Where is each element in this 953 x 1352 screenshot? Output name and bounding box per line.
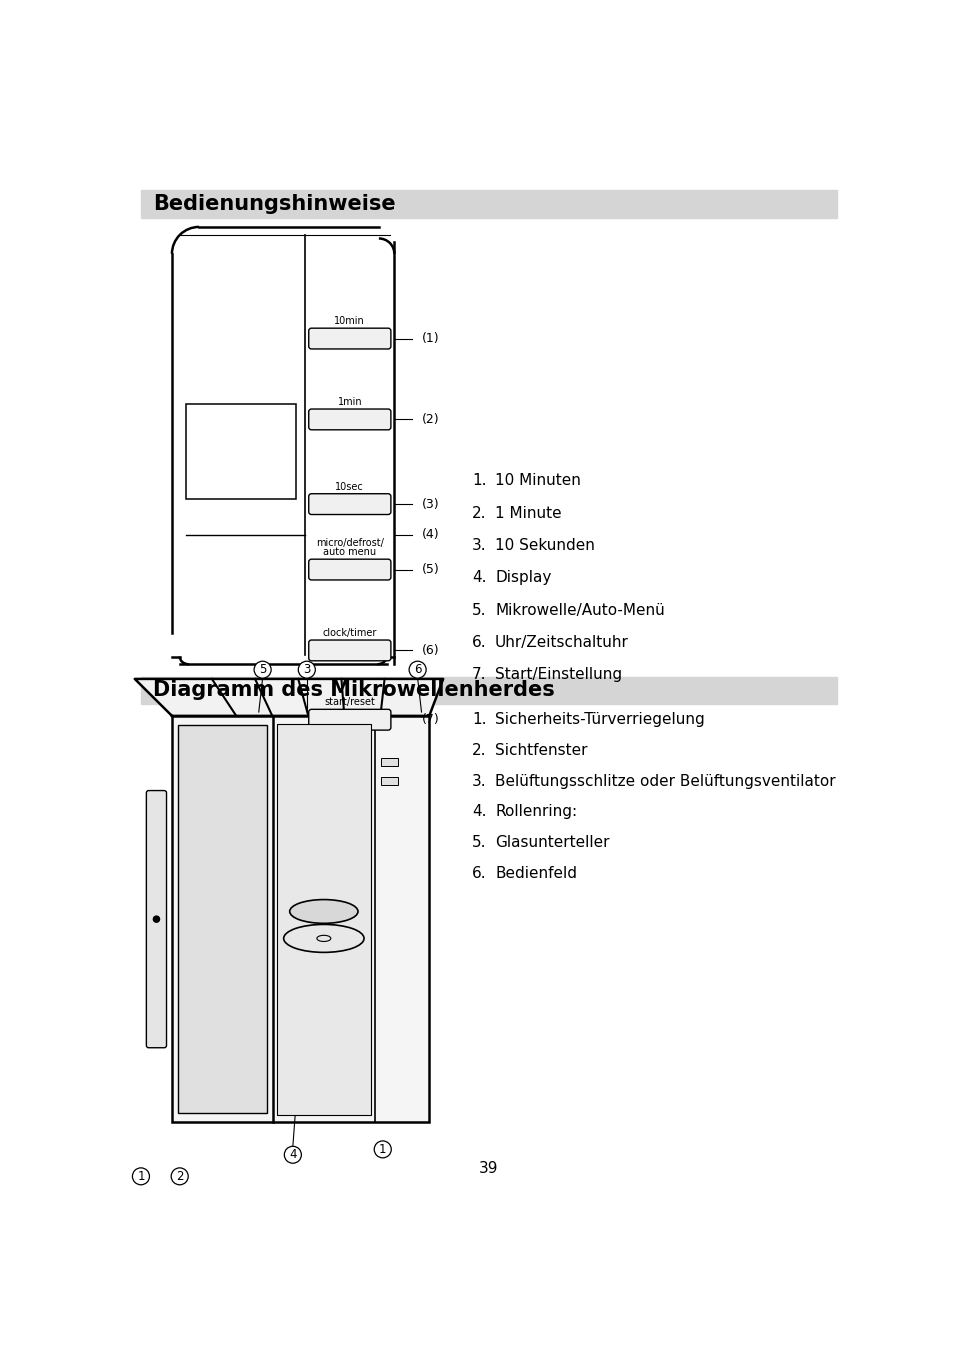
Text: 10 Sekunden: 10 Sekunden bbox=[495, 538, 595, 553]
Text: 10sec: 10sec bbox=[335, 481, 364, 492]
Text: Belüftungsschlitze oder Belüftungsventilator: Belüftungsschlitze oder Belüftungsventil… bbox=[495, 773, 835, 788]
Circle shape bbox=[374, 1141, 391, 1157]
FancyBboxPatch shape bbox=[309, 410, 391, 430]
Text: Mikrowelle/Auto-Menü: Mikrowelle/Auto-Menü bbox=[495, 603, 664, 618]
Text: 2.: 2. bbox=[472, 506, 486, 521]
Text: (3): (3) bbox=[421, 498, 438, 511]
Text: Diagramm des Mikrowellenherdes: Diagramm des Mikrowellenherdes bbox=[153, 680, 555, 700]
Circle shape bbox=[284, 1146, 301, 1163]
Bar bbox=[381, 758, 397, 767]
Text: (6): (6) bbox=[421, 644, 438, 657]
Circle shape bbox=[253, 661, 271, 679]
Bar bbox=[141, 676, 836, 704]
Text: 4.: 4. bbox=[472, 804, 486, 819]
Text: Glasunterteller: Glasunterteller bbox=[495, 836, 609, 850]
Text: 2: 2 bbox=[175, 1169, 183, 1183]
Polygon shape bbox=[134, 679, 443, 715]
Text: Uhr/Zeitschaltuhr: Uhr/Zeitschaltuhr bbox=[495, 635, 628, 650]
Text: 4.: 4. bbox=[472, 571, 486, 585]
Text: 1.: 1. bbox=[472, 473, 486, 488]
FancyBboxPatch shape bbox=[309, 329, 391, 349]
Text: (7): (7) bbox=[421, 714, 438, 726]
Text: Sicherheits-Türverriegelung: Sicherheits-Türverriegelung bbox=[495, 713, 704, 727]
Bar bbox=[276, 723, 371, 1115]
Text: 5: 5 bbox=[258, 664, 266, 676]
Text: 4: 4 bbox=[289, 1148, 296, 1161]
Text: Display: Display bbox=[495, 571, 551, 585]
Text: 10 Minuten: 10 Minuten bbox=[495, 473, 580, 488]
Text: 1 Minute: 1 Minute bbox=[495, 506, 561, 521]
Text: Rollenring:: Rollenring: bbox=[495, 804, 577, 819]
FancyBboxPatch shape bbox=[309, 560, 391, 580]
Text: clock/timer: clock/timer bbox=[322, 629, 376, 638]
Circle shape bbox=[132, 1168, 150, 1184]
Text: 1.: 1. bbox=[472, 713, 486, 727]
Text: (4): (4) bbox=[421, 529, 438, 541]
Circle shape bbox=[171, 1168, 188, 1184]
Bar bbox=[381, 777, 397, 786]
Text: 3.: 3. bbox=[472, 773, 486, 788]
Text: Start/Einstellung: Start/Einstellung bbox=[495, 668, 621, 683]
Text: 10min: 10min bbox=[335, 316, 365, 326]
Text: start/reset: start/reset bbox=[324, 698, 375, 707]
Text: (5): (5) bbox=[421, 562, 438, 576]
Text: 1: 1 bbox=[378, 1142, 386, 1156]
Bar bbox=[172, 715, 429, 1122]
Text: (1): (1) bbox=[421, 333, 438, 345]
Bar bbox=[141, 191, 836, 218]
FancyBboxPatch shape bbox=[309, 639, 391, 661]
Text: 1min: 1min bbox=[337, 397, 362, 407]
Text: 1: 1 bbox=[137, 1169, 145, 1183]
Text: 39: 39 bbox=[478, 1161, 498, 1176]
Text: 3.: 3. bbox=[472, 538, 486, 553]
Ellipse shape bbox=[290, 899, 357, 923]
Text: 2.: 2. bbox=[472, 742, 486, 758]
Bar bbox=[178, 725, 266, 1113]
Circle shape bbox=[298, 661, 315, 679]
Text: micro/defrost/: micro/defrost/ bbox=[315, 538, 383, 548]
Text: 5.: 5. bbox=[472, 603, 486, 618]
Text: Sichtfenster: Sichtfenster bbox=[495, 742, 587, 758]
Text: 6: 6 bbox=[414, 664, 421, 676]
Text: 6.: 6. bbox=[472, 867, 486, 882]
Circle shape bbox=[409, 661, 426, 679]
FancyBboxPatch shape bbox=[146, 791, 167, 1048]
FancyBboxPatch shape bbox=[309, 710, 391, 730]
Text: 5.: 5. bbox=[472, 836, 486, 850]
Text: 6.: 6. bbox=[472, 635, 486, 650]
Text: 3: 3 bbox=[303, 664, 310, 676]
Text: auto menu: auto menu bbox=[323, 548, 376, 557]
Text: Bedienungshinweise: Bedienungshinweise bbox=[153, 193, 395, 214]
Text: (2): (2) bbox=[421, 412, 438, 426]
Text: Bedienfeld: Bedienfeld bbox=[495, 867, 577, 882]
Circle shape bbox=[153, 917, 159, 922]
Bar bbox=[186, 404, 295, 499]
Text: 7.: 7. bbox=[472, 668, 486, 683]
FancyBboxPatch shape bbox=[309, 493, 391, 515]
